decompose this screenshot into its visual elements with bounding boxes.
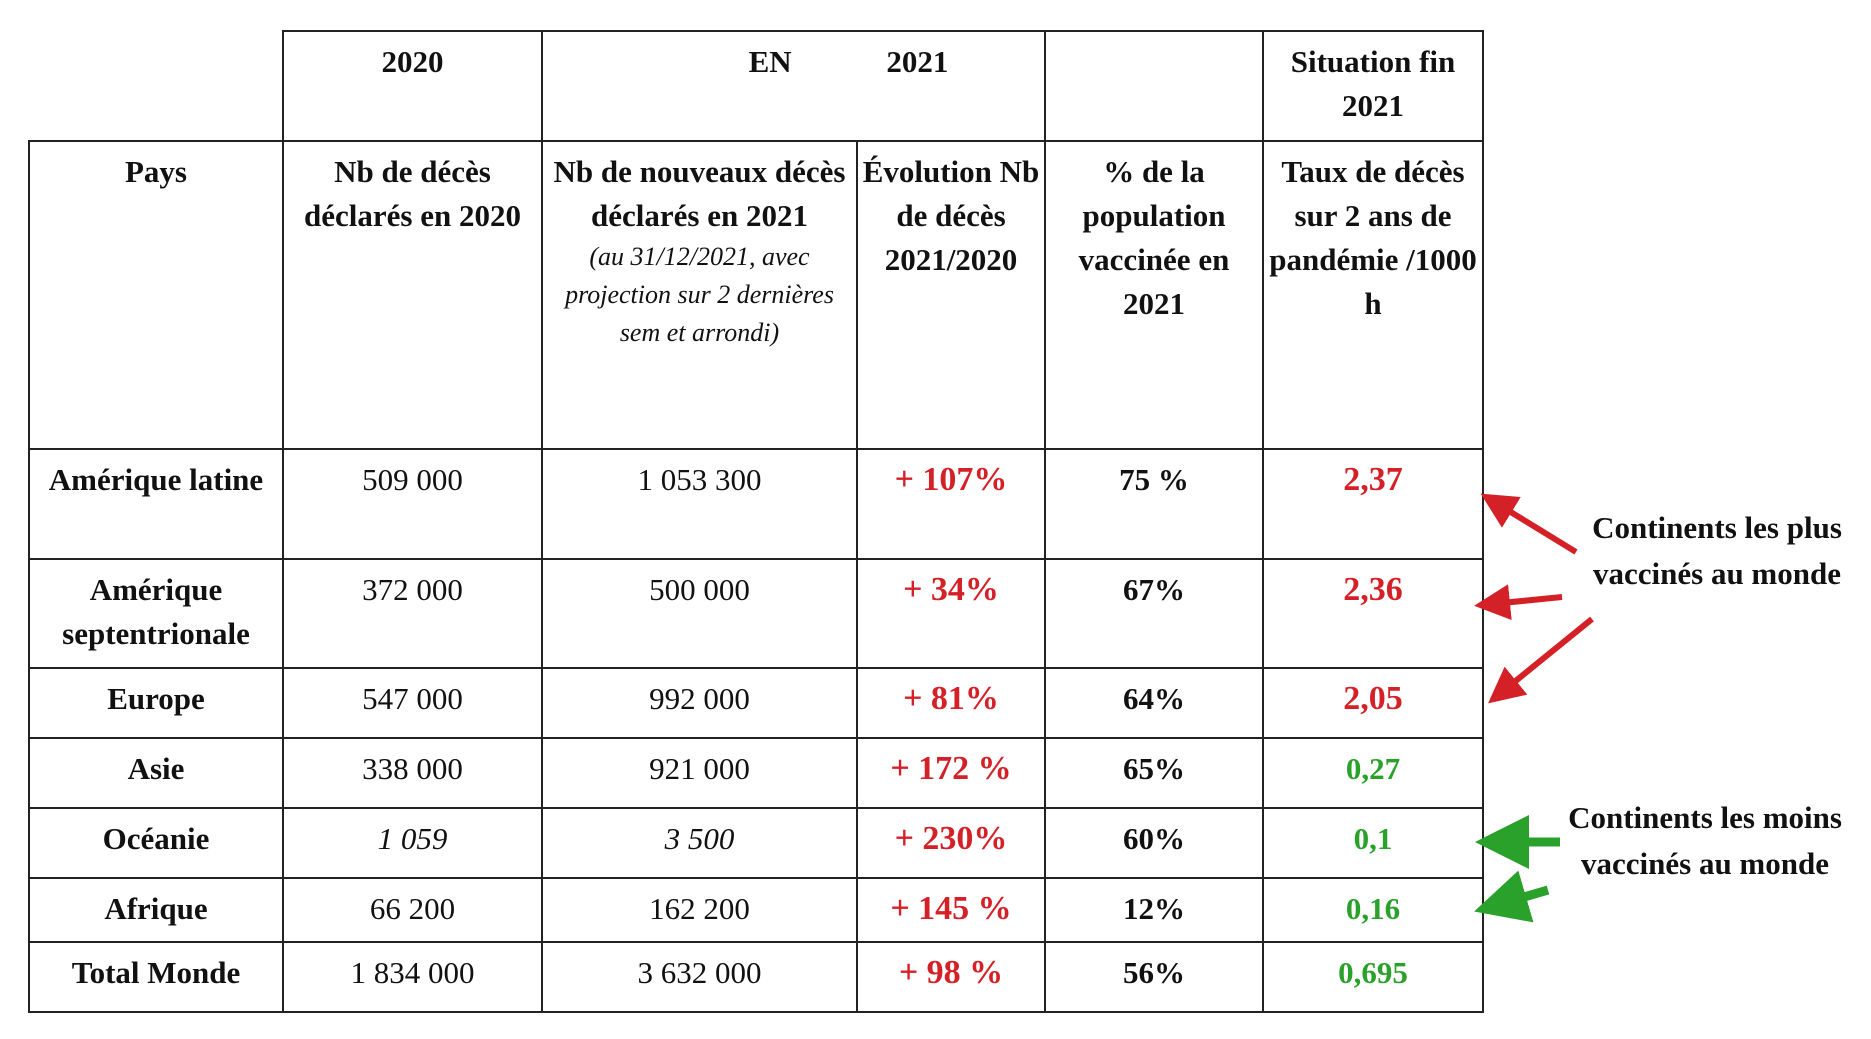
table-row: Amérique septentrionale 372 000 500 000 + 3… [28, 558, 1484, 669]
table-row: Europe 547 000 992 000 + 81% 64% 2,05 [28, 667, 1484, 739]
table-row: Asie 338 000 921 000 + 172 % 65% 0,27 [28, 737, 1484, 809]
cell-deces-2021: 3 632 000 [541, 941, 858, 1013]
table-row: Total Monde 1 834 000 3 632 000 + 98 % 56% 0,… [28, 941, 1484, 1013]
col-note: (au 31/12/2021, avec projection sur 2 de… [565, 242, 834, 347]
cell-pays: Amérique latine [28, 448, 284, 560]
cell-evolution: + 98 % [856, 941, 1046, 1013]
cell-taux: 0,16 [1262, 877, 1484, 943]
col-vaccination: % de la population vaccinée en 2021 [1044, 140, 1264, 450]
cell-deces-2021: 1 053 300 [541, 448, 858, 560]
cell-pays: Afrique [28, 877, 284, 943]
cell-deces-2020: 66 200 [282, 877, 543, 943]
cell-vaccination: 56% [1044, 941, 1264, 1013]
cell-deces-2021: 3 500 [541, 807, 858, 879]
red-arrow-icon [1474, 584, 1563, 621]
cell-vaccination: 75 % [1044, 448, 1264, 560]
col-pays: Pays [28, 140, 284, 450]
cell-evolution: + 107% [856, 448, 1046, 560]
cell-deces-2021: 992 000 [541, 667, 858, 739]
cell-deces-2020: 547 000 [282, 667, 543, 739]
cell-taux: 0,27 [1262, 737, 1484, 809]
header-2021: 2021 [886, 44, 949, 79]
col-taux: Taux de décès sur 2 ans de pandémie /100… [1262, 140, 1484, 450]
green-arrow-icon [1474, 870, 1550, 923]
cell-taux: 2,36 [1262, 558, 1484, 669]
cell-evolution: + 145 % [856, 877, 1046, 943]
table-row: Amérique latine 509 000 1 053 300 + 107% 75 … [28, 448, 1484, 560]
red-arrow-icon [1480, 493, 1578, 555]
cell-evolution: + 34% [856, 558, 1046, 669]
cell-deces-2021: 921 000 [541, 737, 858, 809]
cell-deces-2020: 1 059 [282, 807, 543, 879]
annotation-most-vaccinated: Continents les plus vaccinés au monde [1592, 510, 1842, 591]
table-row: Afrique 66 200 162 200 + 145 % 12% 0,16 [28, 877, 1484, 943]
table-row: Océanie 1 059 3 500 + 230% 60% 0,1 [28, 807, 1484, 879]
cell-taux: 0,695 [1262, 941, 1484, 1013]
header-en: EN [748, 44, 792, 79]
red-arrow-icon [1488, 616, 1594, 704]
cell-deces-2020: 1 834 000 [282, 941, 543, 1013]
cell-deces-2020: 372 000 [282, 558, 543, 669]
cell-deces-2020: 509 000 [282, 448, 543, 560]
cell-deces-2021: 162 200 [541, 877, 858, 943]
cell-pays: Total Monde [28, 941, 284, 1013]
cell-taux: 2,37 [1262, 448, 1484, 560]
cell-vaccination: 60% [1044, 807, 1264, 879]
cell-vaccination: 65% [1044, 737, 1264, 809]
cell-pays: Amérique septentrionale [28, 558, 284, 669]
column-header-row: Pays Nb de décès déclarés en 2020 Nb de … [28, 140, 1484, 450]
col-evolution: Évolution Nb de décès 2021/2020 [856, 140, 1046, 450]
cell-taux: 2,05 [1262, 667, 1484, 739]
covid-table: 2020 EN 2021 Situation fin 2021 Pays Nb … [28, 30, 1484, 1013]
cell-pays: Europe [28, 667, 284, 739]
cell-evolution: + 172 % [856, 737, 1046, 809]
cell-evolution: + 230% [856, 807, 1046, 879]
col-deces-2020: Nb de décès déclarés en 2020 [282, 140, 543, 450]
header-2020: 2020 [282, 30, 543, 142]
col-deces-2021: Nb de nouveaux décès déclarés en 2021 (a… [541, 140, 858, 450]
annotation-least-vaccinated: Continents les moins vaccinés au monde [1568, 800, 1842, 881]
cell-vaccination: 12% [1044, 877, 1264, 943]
cell-pays: Océanie [28, 807, 284, 879]
cell-deces-2020: 338 000 [282, 737, 543, 809]
cell-vaccination: 67% [1044, 558, 1264, 669]
cell-pays: Asie [28, 737, 284, 809]
header-situation: Situation fin 2021 [1262, 30, 1484, 142]
cell-taux: 0,1 [1262, 807, 1484, 879]
cell-vaccination: 64% [1044, 667, 1264, 739]
top-header-row: 2020 EN 2021 Situation fin 2021 [29, 30, 1484, 142]
cell-deces-2021: 500 000 [541, 558, 858, 669]
cell-evolution: + 81% [856, 667, 1046, 739]
